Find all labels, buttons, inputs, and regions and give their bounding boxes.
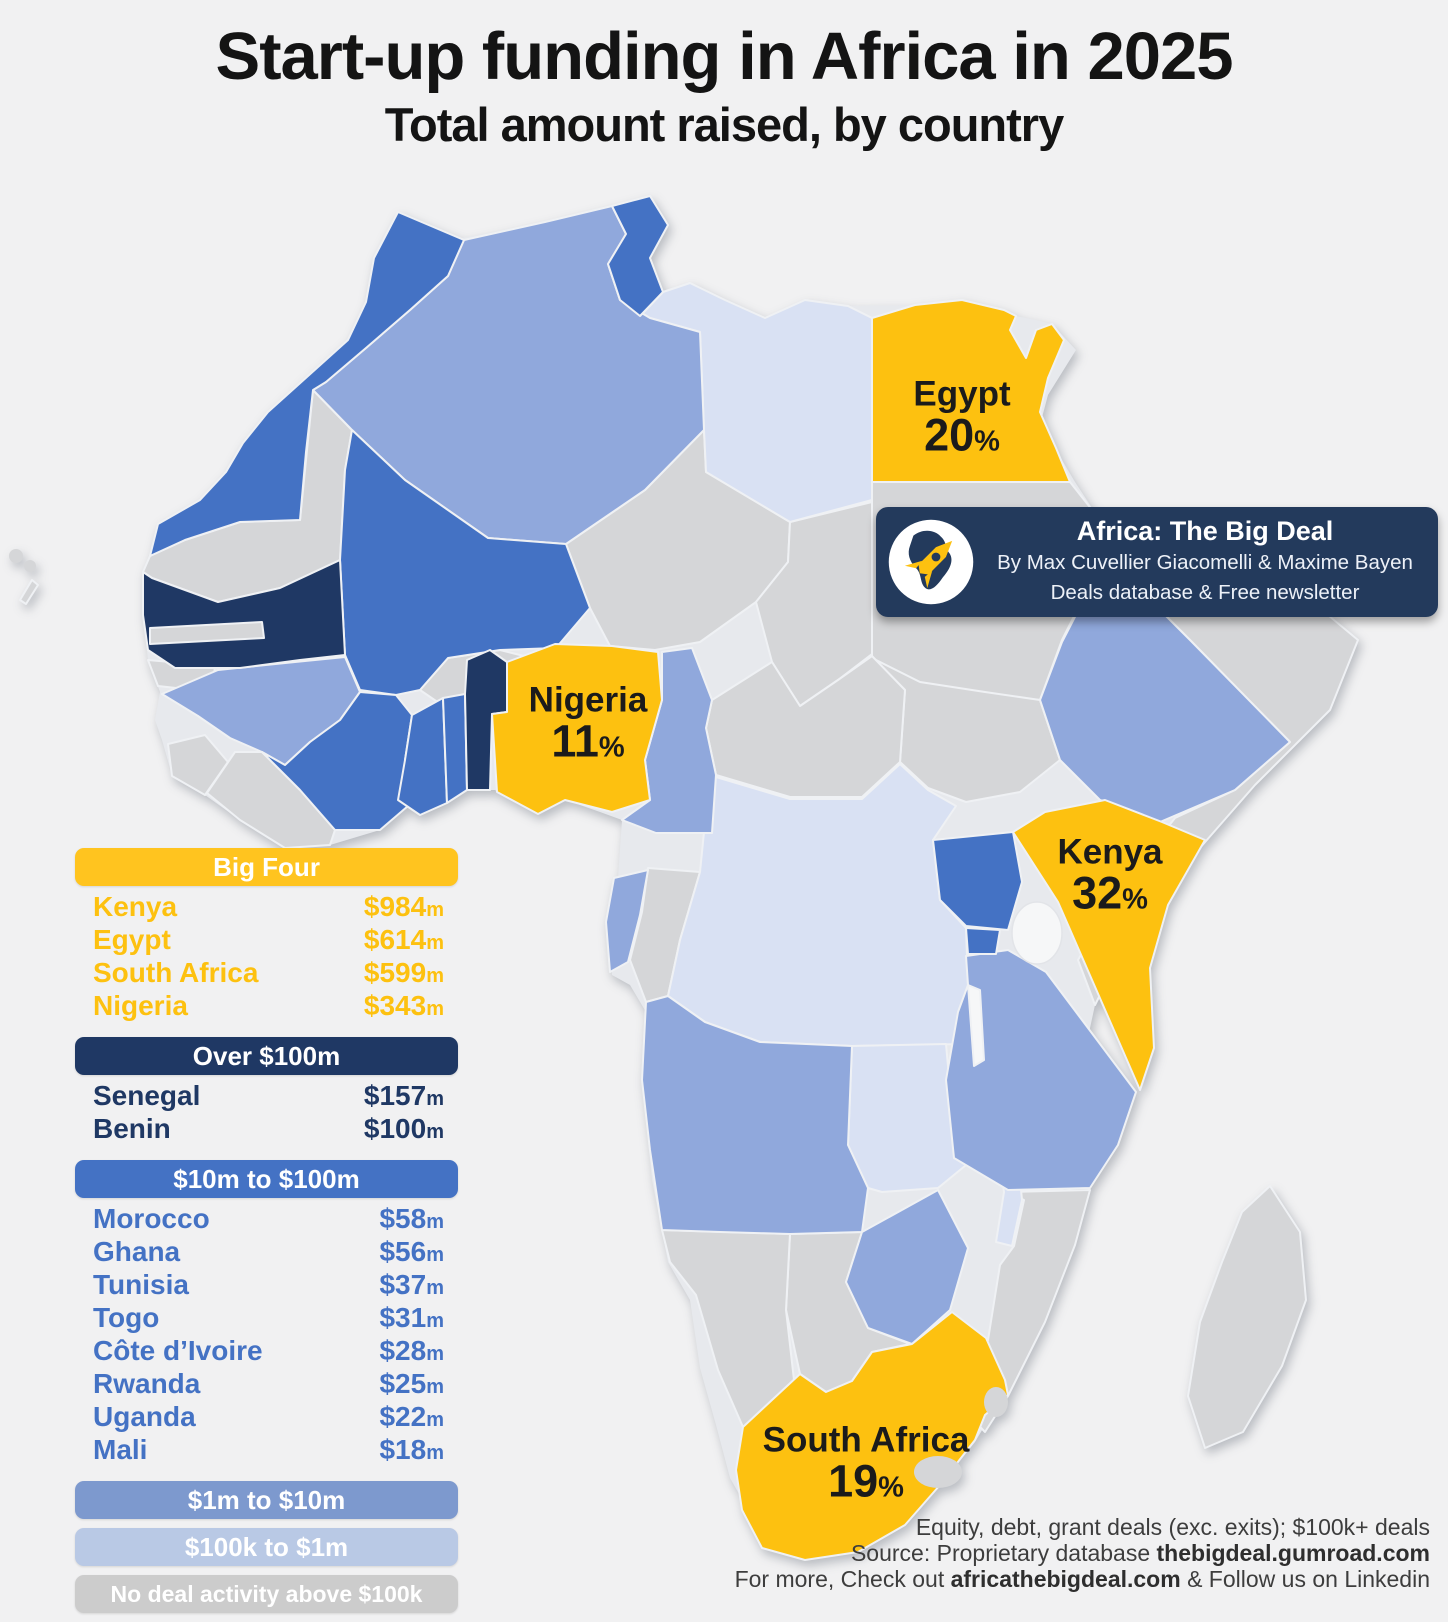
map-label-kenya: Kenya 32% xyxy=(1057,834,1162,917)
legend-section-10m-100m: $10m to $100m Morocco $58m Ghana $56m Tuni… xyxy=(75,1160,458,1472)
legend-row-egypt: Egypt $614m xyxy=(93,924,444,955)
legend-section-100k-1m: $100k to $1m xyxy=(75,1528,458,1566)
map-label-country: Egypt xyxy=(913,374,1011,414)
map-label-country: South Africa xyxy=(762,1420,970,1460)
country-eswatini xyxy=(984,1387,1008,1417)
country-angola xyxy=(641,995,869,1235)
footer-notes: Equity, debt, grant deals (exc. exits); … xyxy=(735,1514,1430,1592)
legend-row-south-africa: South Africa $599m xyxy=(93,957,444,988)
country-nigeria xyxy=(491,643,663,815)
legend-header-no-deal: No deal activity above $100k xyxy=(75,1575,458,1613)
legend-rows: Kenya $984m Egypt $614m South Africa $599m … xyxy=(75,886,458,1028)
map-label-percent: 32% xyxy=(1072,867,1148,919)
map-label-country: Kenya xyxy=(1057,832,1163,872)
legend-row-ghana: Ghana $56m xyxy=(93,1236,444,1267)
country-togo xyxy=(442,693,468,804)
legend-header-1m-10m: $1m to $10m xyxy=(75,1481,458,1519)
legend-row-rwanda: Rwanda $25m xyxy=(93,1368,444,1399)
canary-islands xyxy=(19,579,39,605)
legend-rows: Senegal $157m Benin $100m xyxy=(75,1075,458,1151)
footer-line-scope: Equity, debt, grant deals (exc. exits); … xyxy=(915,1514,1430,1540)
map-label-egypt: Egypt 20% xyxy=(913,376,1010,459)
map-label-nigeria: Nigeria 11% xyxy=(529,682,648,765)
legend-row-senegal: Senegal $157m xyxy=(93,1080,444,1111)
legend-header-100k-1m: $100k to $1m xyxy=(75,1528,458,1566)
country-madagascar xyxy=(1187,1185,1307,1449)
country-zimbabwe xyxy=(845,1189,969,1345)
legend-row-tunisia: Tunisia $37m xyxy=(93,1269,444,1300)
legend-row-kenya: Kenya $984m xyxy=(93,891,444,922)
footer-line-source: Source: Proprietary database thebigdeal.… xyxy=(850,1540,1430,1566)
footer-link-website[interactable]: africathebigdeal.com xyxy=(950,1566,1181,1592)
legend-panel: Big Four Kenya $984m Egypt $614m South Afr… xyxy=(75,848,458,1622)
legend-header-big-four: Big Four xyxy=(75,848,458,886)
africa-rocket-logo-icon xyxy=(888,519,974,605)
page-title: Start-up funding in Africa in 2025 xyxy=(215,19,1234,94)
legend-section-no-deal: No deal activity above $100k xyxy=(75,1575,458,1613)
legend-row-cote-divoire: Côte d’Ivoire $28m xyxy=(93,1335,444,1366)
legend-section-big-four: Big Four Kenya $984m Egypt $614m South Afr… xyxy=(75,848,458,1028)
map-label-percent: 11% xyxy=(551,715,625,767)
country-gambia xyxy=(149,621,265,645)
map-label-south-africa: South Africa 19% xyxy=(763,1422,970,1505)
canary-islands xyxy=(9,549,23,563)
legend-row-benin: Benin $100m xyxy=(93,1113,444,1144)
legend-row-morocco: Morocco $58m xyxy=(93,1203,444,1234)
country-tanzania xyxy=(945,949,1137,1191)
country-egypt xyxy=(871,299,1071,483)
country-tunisia xyxy=(607,195,669,317)
legend-row-mali: Mali $18m xyxy=(93,1434,444,1465)
map-label-percent: 20% xyxy=(924,409,1000,461)
footer-line-more: For more, Check out africathebigdeal.com… xyxy=(734,1566,1430,1592)
page-subtitle: Total amount raised, by country xyxy=(384,98,1064,151)
legend-rows: Morocco $58m Ghana $56m Tunisia $37m Togo $3… xyxy=(75,1198,458,1472)
legend-header-10m-100m: $10m to $100m xyxy=(75,1160,458,1198)
brand-badge-text: Africa: The Big Deal By Max Cuvellier Gi… xyxy=(980,514,1430,608)
legend-row-uganda: Uganda $22m xyxy=(93,1401,444,1432)
legend-row-nigeria: Nigeria $343m xyxy=(93,990,444,1021)
map-label-percent: 19% xyxy=(828,1455,904,1507)
country-lesotho xyxy=(914,1456,962,1488)
brand-byline: By Max Cuvellier Giacomelli & Maxime Bay… xyxy=(997,551,1413,574)
country-rwanda xyxy=(965,927,1001,955)
legend-section-over-100m: Over $100m Senegal $157m Benin $100m xyxy=(75,1037,458,1151)
legend-row-togo: Togo $31m xyxy=(93,1302,444,1333)
legend-section-1m-10m: $1m to $10m xyxy=(75,1481,458,1519)
footer-link-gumroad[interactable]: thebigdeal.gumroad.com xyxy=(1156,1540,1430,1566)
brand-badge: Africa: The Big Deal By Max Cuvellier Gi… xyxy=(876,507,1438,617)
country-gabon xyxy=(605,869,649,973)
lake-tanganyika xyxy=(967,984,985,1067)
country-morocco-western-sahara xyxy=(149,211,465,557)
country-kenya xyxy=(1012,799,1206,1091)
map-label-country: Nigeria xyxy=(528,680,648,720)
legend-header-over-100m: Over $100m xyxy=(75,1037,458,1075)
canary-islands xyxy=(24,560,36,572)
brand-tagline: Deals database & Free newsletter xyxy=(1050,581,1360,604)
lake-victoria xyxy=(1011,901,1063,965)
brand-title: Africa: The Big Deal xyxy=(1076,516,1334,546)
country-south-africa xyxy=(735,1311,1009,1561)
